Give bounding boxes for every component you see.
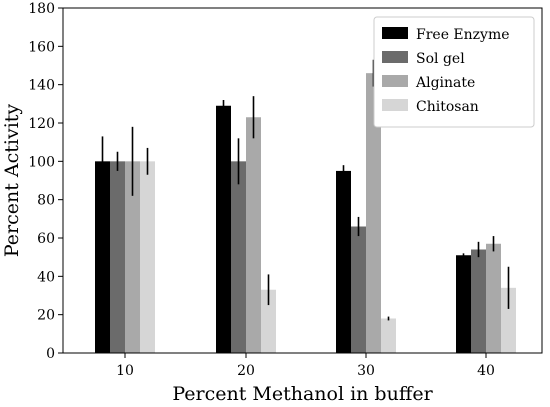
bar — [351, 226, 366, 353]
error-bars-layer — [101, 59, 510, 321]
bar — [216, 105, 231, 353]
bar — [231, 161, 246, 353]
y-tick-label: 120 — [28, 116, 55, 132]
y-axis-label: Percent Activity — [1, 104, 23, 258]
legend-swatch — [382, 99, 408, 111]
bar — [261, 289, 276, 353]
legend-label: Chitosan — [416, 99, 479, 115]
y-tick-label: 20 — [37, 308, 55, 324]
legend-label: Free Enzyme — [416, 27, 510, 43]
y-tick-label: 0 — [46, 346, 55, 362]
y-tick-label: 160 — [28, 39, 55, 55]
x-axis: 10 20 30 40 — [116, 353, 495, 379]
bar — [486, 243, 501, 353]
legend-label: Sol gel — [416, 51, 465, 67]
y-tick-label: 100 — [28, 154, 55, 170]
bar — [471, 249, 486, 353]
bar — [125, 161, 140, 353]
y-axis: 0 20 40 60 80 100 120 140 160 180 — [28, 1, 63, 362]
bar — [501, 287, 516, 353]
x-tick-label: 40 — [477, 363, 495, 379]
bar — [336, 170, 351, 353]
bar — [366, 73, 381, 354]
legend: Free Enzyme Sol gel Alginate Chitosan — [373, 16, 535, 128]
y-tick-label: 40 — [37, 269, 55, 285]
plot-frame — [62, 7, 543, 354]
bars-layer — [95, 73, 516, 354]
x-tick-label: 30 — [357, 363, 375, 379]
bar — [456, 255, 471, 353]
y-tick-label: 180 — [28, 1, 55, 17]
bar — [95, 161, 110, 353]
bar — [110, 161, 125, 353]
legend-box — [373, 16, 535, 128]
y-tick-label: 60 — [37, 231, 55, 247]
legend-label: Alginate — [415, 75, 475, 91]
x-tick-label: 20 — [237, 363, 255, 379]
bar — [140, 161, 155, 353]
x-axis-label: Percent Methanol in buffer — [172, 383, 433, 405]
y-tick-label: 80 — [37, 193, 55, 209]
legend-swatch — [382, 27, 408, 39]
x-tick-label: 10 — [116, 363, 134, 379]
legend-swatch — [382, 75, 408, 87]
bar — [246, 117, 261, 353]
y-tick-label: 140 — [28, 78, 55, 94]
legend-swatch — [382, 51, 408, 63]
bar — [381, 318, 396, 353]
